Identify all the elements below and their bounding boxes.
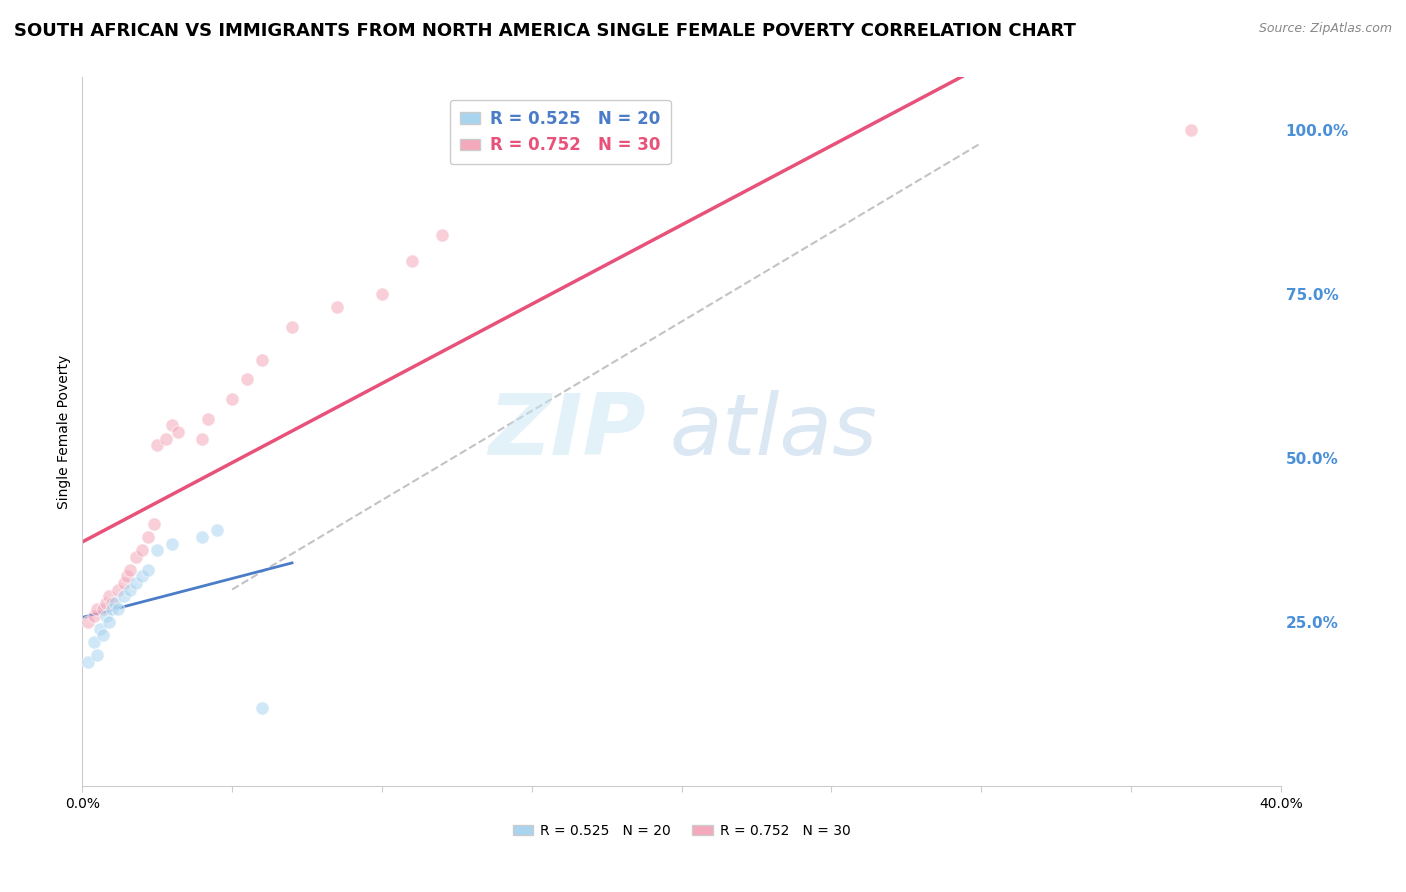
Point (77, 655, 100, 669)
Point (371, 287, 394, 301)
Point (115, 569, 138, 583)
Point (86, 602, 108, 616)
Point (86, 648, 108, 662)
Point (89, 622, 111, 636)
Point (205, 524, 228, 538)
Point (125, 576, 148, 591)
Point (131, 569, 153, 583)
Point (160, 536, 183, 550)
Text: SOUTH AFRICAN VS IMMIGRANTS FROM NORTH AMERICA SINGLE FEMALE POVERTY CORRELATION: SOUTH AFRICAN VS IMMIGRANTS FROM NORTH A… (14, 22, 1076, 40)
Point (101, 602, 124, 616)
Point (236, 372, 259, 386)
Point (96, 596, 118, 610)
Point (167, 425, 190, 439)
Point (104, 596, 127, 610)
Y-axis label: Single Female Poverty: Single Female Poverty (58, 355, 72, 509)
Point (112, 589, 135, 603)
Point (326, 300, 349, 314)
Point (83, 635, 105, 649)
Point (250, 352, 273, 367)
Point (197, 412, 219, 426)
Point (1180, 123, 1202, 137)
Point (107, 582, 129, 597)
Text: Source: ZipAtlas.com: Source: ZipAtlas.com (1258, 22, 1392, 36)
Legend: R = 0.525   N = 20, R = 0.752   N = 30: R = 0.525 N = 20, R = 0.752 N = 30 (508, 818, 856, 843)
Point (146, 438, 169, 452)
Point (131, 543, 153, 558)
Point (430, 227, 453, 242)
Point (250, 700, 273, 714)
Point (125, 549, 148, 564)
Point (120, 563, 142, 577)
Point (107, 602, 129, 616)
Point (98, 615, 121, 630)
Point (96, 608, 118, 623)
Point (91, 602, 114, 616)
Point (155, 432, 177, 446)
Point (281, 319, 304, 334)
Text: atlas: atlas (669, 391, 877, 474)
Point (98, 589, 121, 603)
Point (401, 254, 423, 268)
Point (191, 530, 214, 544)
Point (136, 563, 159, 577)
Point (191, 432, 214, 446)
Point (221, 392, 243, 406)
Point (160, 418, 183, 433)
Point (146, 543, 169, 558)
Point (112, 576, 135, 591)
Point (136, 530, 159, 544)
Point (91, 628, 114, 642)
Point (120, 582, 142, 597)
Point (143, 516, 166, 531)
Point (83, 608, 105, 623)
Text: ZIP: ZIP (488, 391, 645, 474)
Point (77, 615, 100, 630)
Point (101, 596, 124, 610)
